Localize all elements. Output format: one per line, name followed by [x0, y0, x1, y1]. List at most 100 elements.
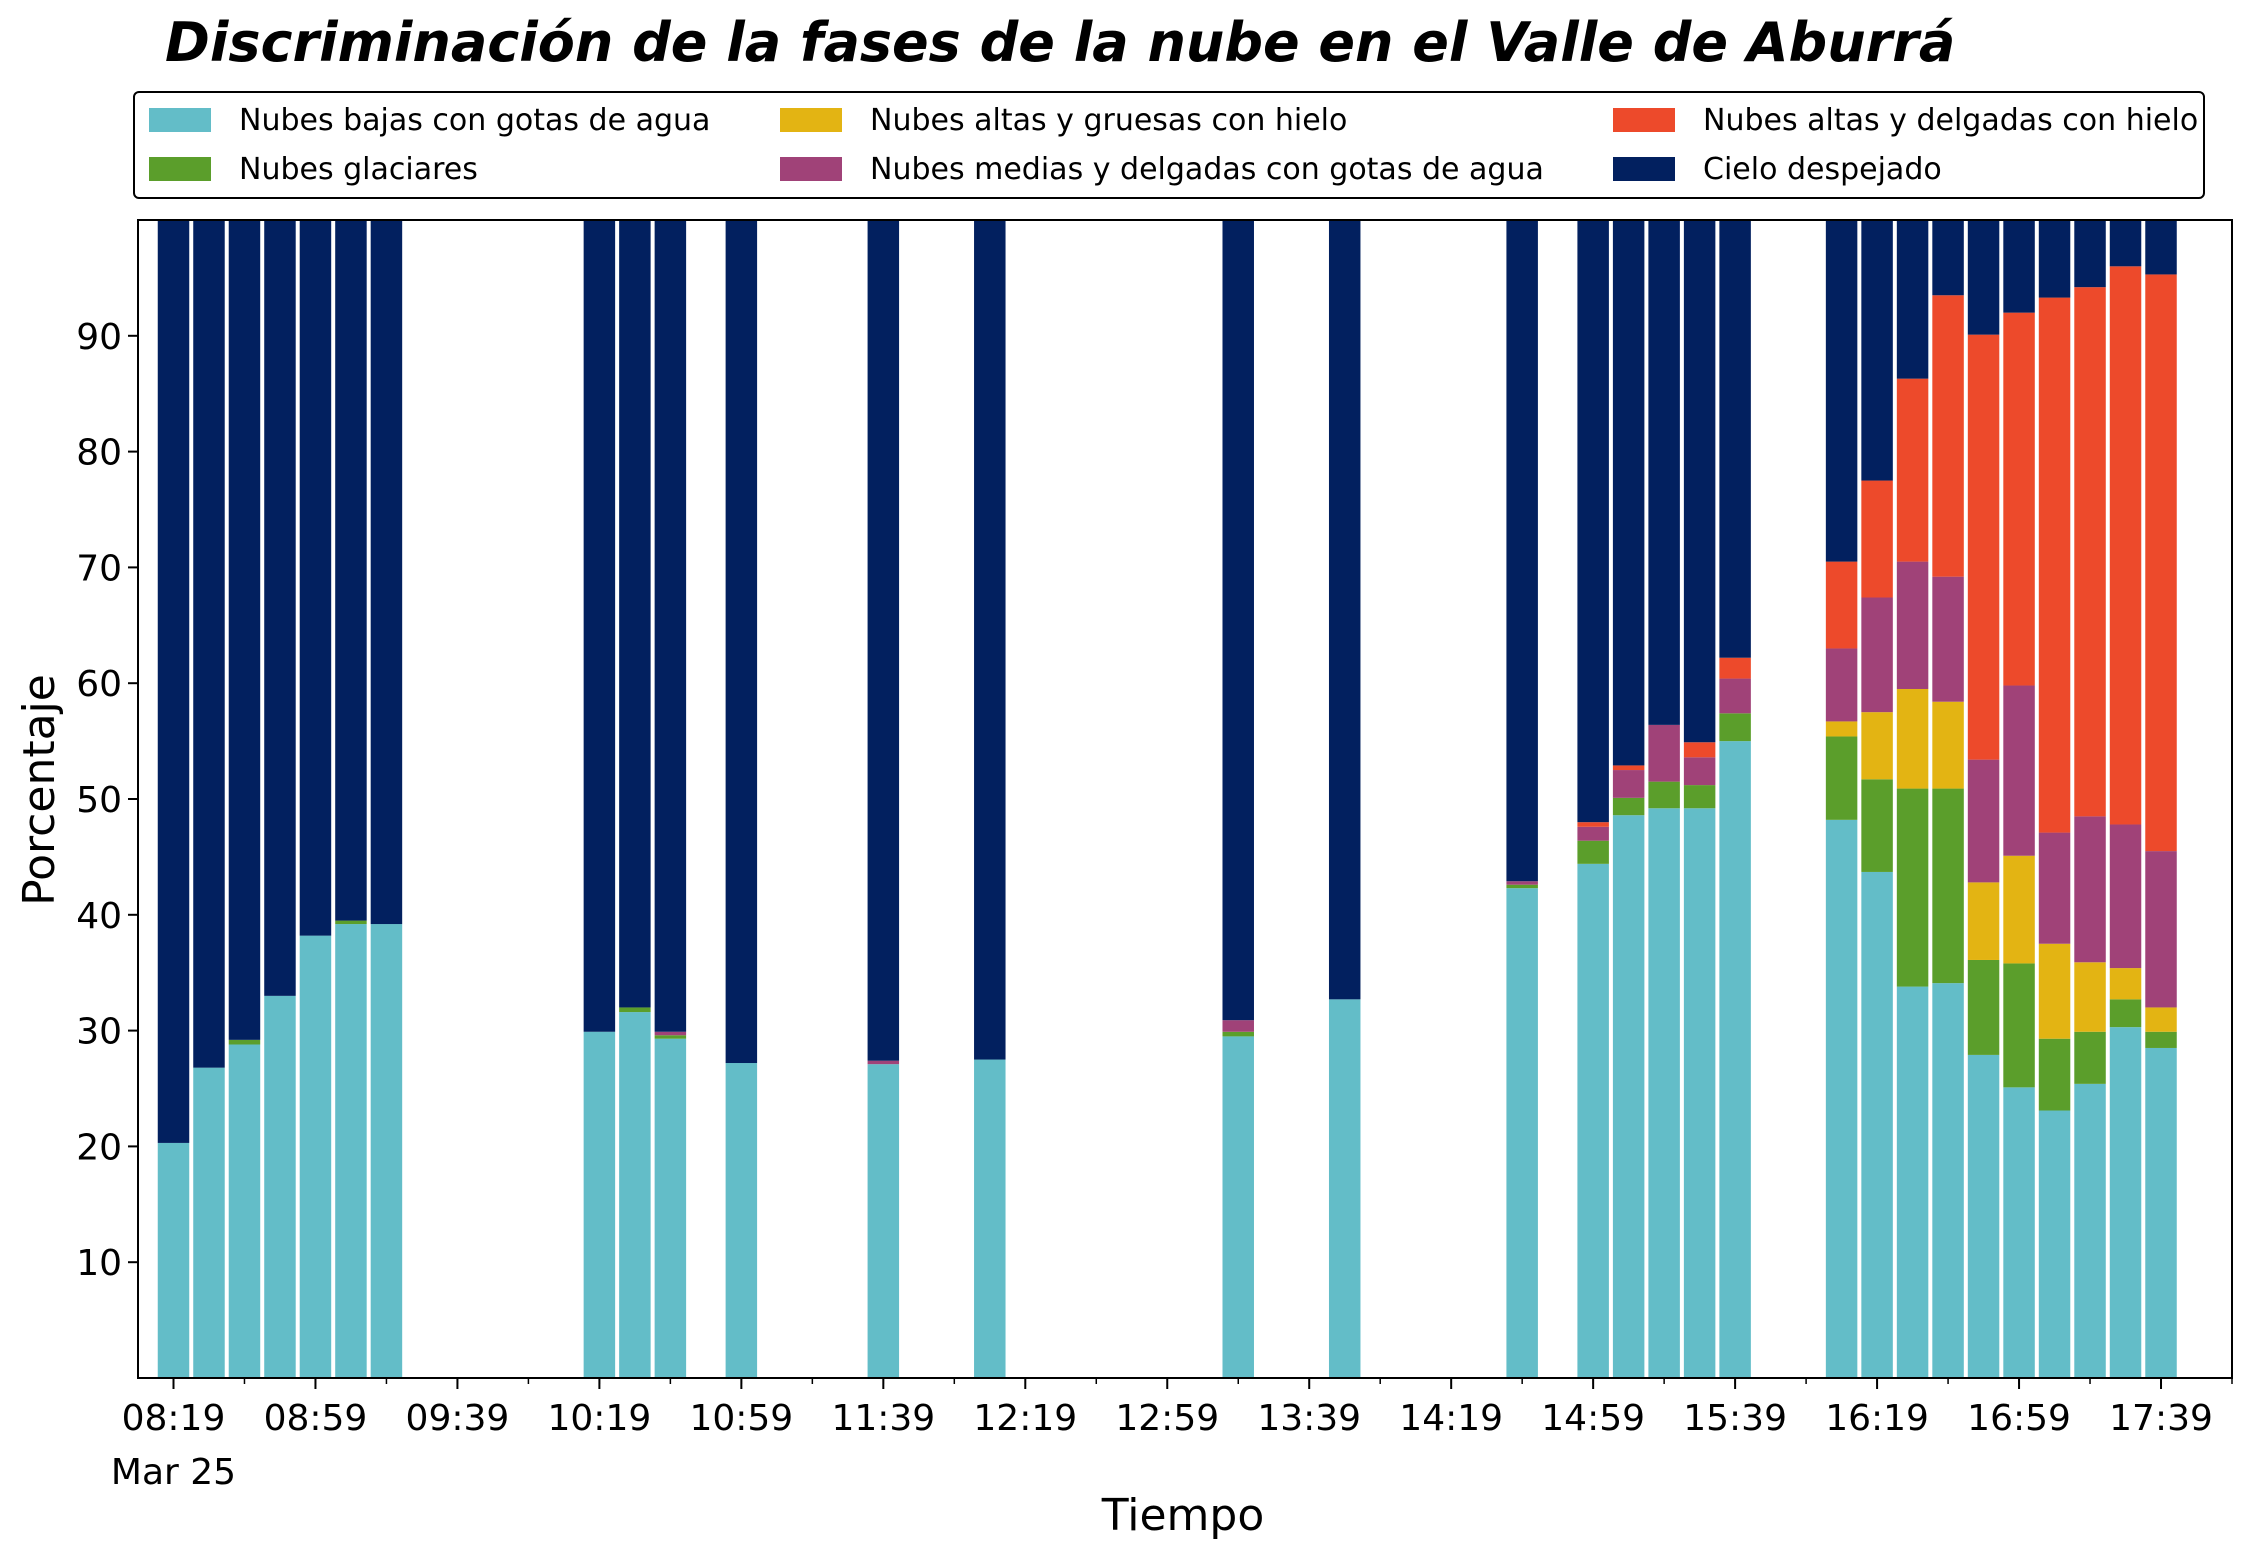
y-tick-label: 20 — [76, 1127, 122, 1168]
y-tick-label: 90 — [76, 317, 122, 358]
legend-item-nubes-glaciares: Nubes glaciares — [149, 145, 478, 193]
bar-segment — [2074, 962, 2106, 1032]
chart-title: Discriminación de la fases de la nube en… — [165, 11, 1956, 74]
bar-segment — [2145, 1047, 2177, 1378]
y-tick-label: 80 — [76, 433, 122, 474]
legend-swatch — [149, 108, 211, 132]
bar-segment — [1222, 1036, 1254, 1378]
bar-segment — [1222, 1020, 1254, 1032]
legend-label: Cielo despejado — [1703, 151, 1942, 187]
bar-segment — [1896, 378, 1929, 562]
bar-segment — [335, 920, 367, 925]
bar-segment — [335, 220, 367, 921]
x-tick-label: 13:39 — [1257, 1398, 1361, 1439]
x-tick-label: 14:59 — [1541, 1398, 1645, 1439]
bar-segment — [2038, 220, 2071, 298]
bar-segment — [974, 1059, 1006, 1378]
bars-layer — [157, 220, 2177, 1378]
bar-segment — [1861, 779, 1893, 872]
bar-segment — [1506, 888, 1538, 1378]
bar-segment — [1825, 736, 1858, 820]
bar-segment — [2074, 1083, 2106, 1378]
bar-segment — [1967, 882, 2000, 960]
bar-segment — [1719, 220, 1751, 658]
bar-segment — [2003, 220, 2035, 313]
legend-item-nubes-bajas: Nubes bajas con gotas de agua — [149, 96, 710, 144]
bar-segment — [2109, 220, 2142, 267]
x-tick-label: 10:59 — [689, 1398, 793, 1439]
bar-segment — [583, 1031, 616, 1378]
bar-segment — [2074, 1031, 2106, 1084]
bar-segment — [2109, 824, 2142, 969]
bar-segment — [654, 1031, 687, 1036]
bar-segment — [1577, 840, 1609, 864]
x-tick-label: 14:19 — [1399, 1398, 1503, 1439]
legend: Nubes bajas con gotas de agua Nubes glac… — [133, 91, 2205, 199]
bar-segment — [2109, 266, 2142, 825]
bar-segment — [725, 1063, 758, 1378]
x-tick-label: 10:19 — [548, 1398, 652, 1439]
bar-segment — [1932, 788, 1964, 984]
y-tick-label: 50 — [76, 780, 122, 821]
bar-segment — [1612, 220, 1645, 766]
x-tick-label: 12:59 — [1115, 1398, 1219, 1439]
y-axis-label: Porcentaje — [14, 674, 65, 906]
bar-segment — [1896, 986, 1929, 1378]
legend-swatch — [1613, 108, 1675, 132]
bar-segment — [2145, 220, 2177, 275]
bar-segment — [2038, 297, 2071, 833]
bar-segment — [1719, 657, 1751, 679]
bar-segment — [583, 220, 616, 1032]
bar-segment — [1861, 712, 1893, 780]
bar-segment — [264, 220, 296, 996]
bar-segment — [1861, 480, 1893, 598]
x-tick-label: 17:39 — [2109, 1398, 2213, 1439]
y-tick-label: 10 — [76, 1243, 122, 1284]
bar-segment — [2003, 1087, 2035, 1378]
legend-swatch — [1613, 157, 1675, 181]
bar-segment — [1896, 561, 1929, 689]
bar-segment — [2145, 1031, 2177, 1048]
bar-segment — [1328, 999, 1361, 1378]
x-axis-label: Tiempo — [1101, 1490, 1265, 1541]
bar-segment — [1577, 220, 1609, 823]
bar-segment — [2003, 855, 2035, 964]
bar-segment — [1967, 334, 2000, 760]
legend-swatch — [780, 108, 842, 132]
bar-segment — [228, 1039, 261, 1045]
bar-segment — [370, 220, 403, 925]
bar-segment — [2109, 999, 2142, 1028]
bar-segment — [654, 1035, 687, 1039]
bar-segment — [299, 220, 332, 936]
bar-segment — [1683, 785, 1716, 809]
bar-segment — [1861, 871, 1893, 1378]
bar-segment — [1506, 220, 1538, 882]
bar-segment — [1967, 759, 2000, 883]
bar-segment — [2074, 220, 2106, 288]
bar-segment — [2003, 963, 2035, 1088]
bar-segment — [1861, 220, 1893, 481]
x-tick-label: 12:19 — [973, 1398, 1077, 1439]
bar-segment — [1932, 983, 1964, 1378]
bar-segment — [1825, 220, 1858, 562]
bar-segment — [1577, 826, 1609, 841]
bar-segment — [2109, 1027, 2142, 1378]
bar-segment — [1328, 220, 1361, 1000]
bar-segment — [867, 1060, 900, 1065]
bar-segment — [1506, 884, 1538, 889]
bar-segment — [1222, 220, 1254, 1021]
bar-segment — [1719, 741, 1751, 1378]
bar-segment — [1648, 808, 1680, 1378]
bar-segment — [2038, 1038, 2071, 1111]
legend-swatch — [149, 157, 211, 181]
bar-segment — [867, 1064, 900, 1378]
x-tick-label: 16:59 — [1967, 1398, 2071, 1439]
x-tick-label: 09:39 — [406, 1398, 510, 1439]
legend-item-nubes-medias: Nubes medias y delgadas con gotas de agu… — [780, 145, 1544, 193]
bar-segment — [1825, 648, 1858, 722]
bar-segment — [1612, 815, 1645, 1378]
bar-segment — [974, 220, 1006, 1060]
bar-segment — [1932, 701, 1964, 789]
legend-item-nubes-altas-delgadas: Nubes altas y delgadas con hielo — [1613, 96, 2198, 144]
bar-segment — [2145, 851, 2177, 1008]
